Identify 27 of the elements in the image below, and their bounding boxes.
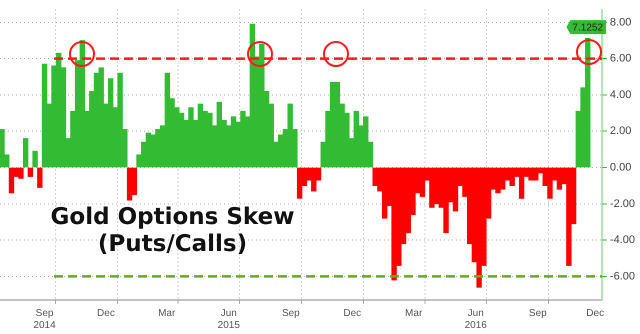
x-tick-label: Mar: [405, 308, 423, 319]
x-tick-label: Sep: [282, 308, 300, 319]
bar: [108, 78, 114, 168]
text: Gold Options Skew: [50, 204, 296, 230]
y-tick-label: 0.00: [610, 162, 632, 174]
y-tick-label: 4.00: [610, 88, 632, 101]
bar: [37, 168, 43, 188]
x-tick-label: Sep 2014: [33, 308, 56, 331]
bar: [28, 168, 34, 177]
y-tick-label: 2.00: [610, 125, 632, 138]
x-tick-label: Mar: [158, 308, 176, 319]
x-tick-label: Sep: [528, 308, 548, 319]
bar: [32, 150, 38, 168]
y-tick-label: -2.00: [610, 198, 636, 210]
x-tick-label: Dec: [586, 308, 604, 319]
y-tick-label: 6.00: [610, 52, 632, 65]
x-tick-label: Dec: [343, 308, 362, 319]
text: (Puts/Calls): [96, 231, 248, 257]
x-tick-label: Jun 2016: [464, 308, 488, 331]
y-tick-label: -4.00: [610, 234, 636, 246]
bar: [22, 138, 28, 168]
x-tick-label: Dec: [97, 308, 115, 319]
x-tick-label: Jun 2015: [218, 308, 240, 331]
bar: [509, 168, 515, 186]
data-label: 7.1252: [572, 22, 604, 34]
y-tick-label: -6.00: [610, 270, 636, 282]
y-tick-label: 8.00: [610, 16, 632, 28]
